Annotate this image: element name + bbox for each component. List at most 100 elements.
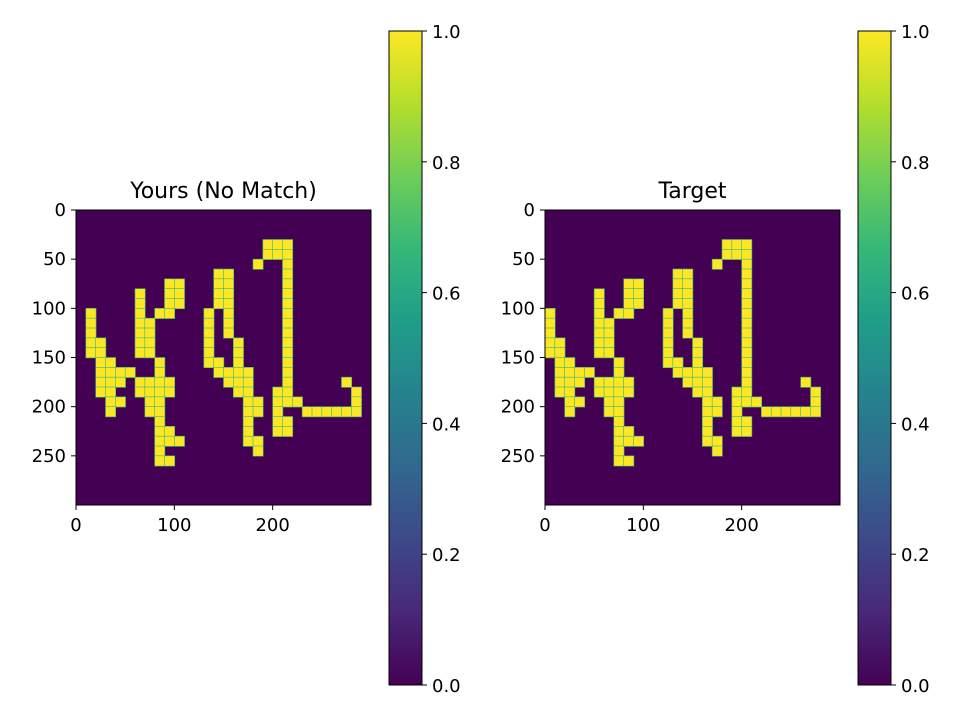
- heatmap-cell: [613, 308, 625, 319]
- heatmap-cell: [682, 327, 694, 339]
- heatmap-cell: [242, 406, 254, 418]
- heatmap-cell: [311, 406, 323, 418]
- heatmap-cell: [721, 249, 733, 260]
- heatmap-cell: [203, 347, 215, 359]
- heatmap-cell: [282, 317, 294, 329]
- heatmap-cell: [603, 337, 615, 349]
- heatmap-cell: [603, 396, 615, 408]
- heatmap-cell: [174, 288, 185, 300]
- heatmap-cell: [282, 249, 294, 260]
- heatmap-cell: [134, 317, 146, 329]
- heatmap-cell: [613, 367, 625, 378]
- heatmap-cell: [203, 308, 215, 319]
- heatmap-cell: [741, 396, 753, 408]
- heatmap-cell: [662, 337, 674, 349]
- heatmap-cell: [623, 278, 635, 290]
- heatmap-cell: [741, 288, 753, 300]
- heatmap-cell: [593, 376, 605, 388]
- y-tick-label: 50: [43, 249, 66, 270]
- heatmap-cell: [233, 386, 244, 398]
- colorbar-tick-label: 0.8: [432, 153, 461, 174]
- heatmap-cell: [741, 367, 753, 378]
- heatmap-cell: [574, 396, 586, 408]
- heatmap-cell: [672, 357, 684, 369]
- heatmap-cell: [105, 376, 117, 388]
- heatmap-cell: [272, 416, 284, 428]
- heatmap-cell: [174, 298, 185, 310]
- y-tick-label: 100: [501, 298, 535, 319]
- heatmap-cell: [593, 298, 605, 310]
- y-tick-label: 0: [55, 200, 66, 221]
- heatmap-cell: [662, 357, 674, 369]
- heatmap-cell: [154, 406, 166, 418]
- heatmap-cell: [164, 455, 176, 467]
- heatmap-cell: [593, 288, 605, 300]
- heatmap-cell: [203, 357, 215, 369]
- heatmap-cell: [603, 327, 615, 339]
- heatmap-cell: [154, 435, 166, 447]
- heatmap-cell: [115, 376, 126, 388]
- heatmap-cell: [702, 406, 713, 418]
- heatmap-cell: [164, 376, 176, 388]
- heatmap-cell: [262, 239, 274, 251]
- colorbar: [857, 30, 892, 686]
- heatmap-cell: [741, 249, 753, 260]
- x-tick-label: 100: [626, 515, 660, 536]
- heatmap-cell: [613, 445, 625, 457]
- heatmap-cell: [164, 308, 176, 319]
- heatmap-cell: [282, 376, 294, 388]
- heatmap-cell: [564, 386, 576, 398]
- heatmap-cell: [134, 337, 146, 349]
- heatmap-cell: [544, 347, 556, 359]
- heatmap-cell: [203, 327, 215, 339]
- heatmap-cell: [682, 317, 694, 329]
- heatmap-cell: [282, 386, 294, 398]
- heatmap-cell: [85, 327, 97, 339]
- heatmap-cell: [682, 367, 694, 378]
- heatmap-cell: [282, 357, 294, 369]
- heatmap-cell: [292, 396, 303, 408]
- heatmap-cell: [810, 406, 822, 418]
- heatmap-cell: [751, 396, 763, 408]
- heatmap-cell: [134, 327, 146, 339]
- heatmap-cell: [252, 396, 264, 408]
- chart-title: Yours (No Match): [129, 179, 317, 204]
- heatmap-cell: [603, 376, 615, 388]
- heatmap-cell: [790, 406, 802, 418]
- heatmap-cell: [174, 435, 185, 447]
- y-tick-label: 150: [32, 348, 66, 369]
- heatmap-cell: [144, 337, 156, 349]
- heatmap-cell: [672, 288, 684, 300]
- heatmap-cell: [800, 406, 812, 418]
- heatmap-cell: [213, 298, 225, 310]
- colorbar-tick-label: 0.4: [901, 414, 930, 435]
- heatmap-cell: [272, 396, 284, 408]
- heatmap-cell: [613, 357, 625, 369]
- colorbar-tick-label: 1.0: [432, 22, 461, 43]
- heatmap-cell: [741, 308, 753, 319]
- heatmap-cell: [272, 249, 284, 260]
- heatmap-cell: [164, 278, 176, 290]
- y-tick-label: 250: [32, 446, 66, 467]
- heatmap-cell: [662, 347, 674, 359]
- heatmap-cell: [154, 386, 166, 398]
- heatmap-cell: [780, 406, 792, 418]
- heatmap-cell: [95, 376, 107, 388]
- heatmap-cell: [351, 396, 362, 408]
- y-tick-label: 50: [512, 249, 535, 270]
- heatmap-cell: [282, 327, 294, 339]
- heatmap-cell: [672, 367, 684, 378]
- heatmap-cell: [741, 386, 753, 398]
- heatmap-cell: [741, 298, 753, 310]
- heatmap-cell: [242, 386, 254, 398]
- heatmap-cell: [213, 278, 225, 290]
- heatmap-cell: [144, 317, 156, 329]
- heatmap-cell: [613, 435, 625, 447]
- heatmap-cell: [134, 386, 146, 398]
- heatmap-cell: [741, 239, 753, 251]
- heatmap-cell: [144, 396, 156, 408]
- heatmap-cell: [272, 426, 284, 437]
- x-tick-label: 200: [255, 515, 289, 536]
- heatmap-cell: [134, 308, 146, 319]
